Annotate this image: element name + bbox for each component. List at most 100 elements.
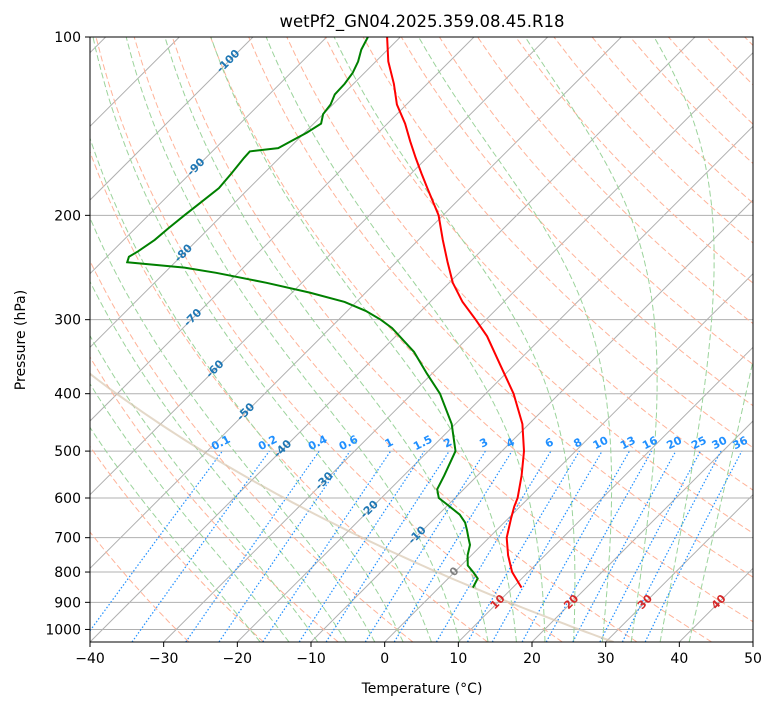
mixing-ratio-label: 30: [710, 434, 730, 453]
y-tick-label: 100: [54, 30, 81, 46]
moist-adiabat-line: [164, 37, 489, 642]
sounding-series: [125, 37, 526, 589]
mixing-ratio-line: [298, 450, 425, 642]
isotherm-line: [90, 37, 696, 642]
isotherm-label: -60: [203, 357, 226, 380]
mixing-ratio-line: [218, 450, 351, 642]
mixing-ratio-line: [262, 450, 392, 642]
mixing-ratio-line: [621, 450, 722, 642]
mixing-ratio-label: 1.5: [411, 433, 434, 453]
isotherm-line: [678, 567, 753, 642]
x-tick-label: 30: [597, 651, 615, 667]
mixing-ratio-line: [572, 450, 677, 642]
y-tick-label: 400: [54, 387, 81, 403]
y-tick-label: 1000: [45, 622, 81, 638]
isotherm-line: [163, 51, 753, 642]
lcl-curve: [90, 372, 614, 642]
y-tick-label: 200: [54, 208, 81, 224]
isotherm-label: -10: [406, 523, 429, 546]
x-axis-label: Temperature (°C): [361, 681, 483, 697]
y-tick-label: 300: [54, 313, 81, 329]
dry-adiabat-line: [90, 150, 488, 642]
isotherm-line: [236, 125, 753, 642]
mixing-ratio-label: 16: [640, 434, 660, 453]
chart-title: wetPf2_GN04.2025.359.08.45.R18: [280, 12, 565, 32]
x-tick-label: 0: [380, 651, 389, 667]
x-tick-label: −30: [149, 651, 179, 667]
isotherm-line: [384, 272, 753, 642]
dry-adiabat-line: [171, 37, 712, 642]
mixing-ratio-label: 0.1: [209, 433, 232, 453]
y-tick-label: 800: [54, 565, 81, 581]
mixing-ratio-label: 13: [618, 434, 638, 453]
mixing-ratio-line: [185, 450, 320, 642]
dry-adiabat-line: [668, 37, 753, 125]
y-axis-label: Pressure (hPa): [13, 290, 29, 390]
mixing-ratio-label: 1: [383, 435, 396, 450]
dry-adiabat-line: [553, 37, 753, 244]
isotherm-line: [605, 493, 753, 642]
dry-adiabat-line: [95, 37, 563, 642]
moist-adiabat-line: [653, 37, 715, 642]
moist-adiabat-line: [90, 216, 376, 642]
x-axis-ticks: −40 −30 −20 −10 0 10 20 30 40 50: [75, 642, 762, 667]
mixing-ratio-line: [521, 450, 631, 642]
mixing-ratio-label: 3: [477, 435, 490, 450]
mixing-ratio-label: 25: [689, 434, 709, 453]
dry-adiabat-line: [210, 37, 753, 623]
y-tick-label: 700: [54, 531, 81, 547]
y-tick-label: 500: [54, 444, 81, 460]
mixing-ratio-label: 6: [543, 435, 556, 450]
y-tick-label: 900: [54, 595, 81, 611]
isotherm-line: [531, 420, 753, 642]
moist-adiabat-line: [688, 358, 753, 642]
isotherm-line: [90, 37, 254, 201]
mixing-ratio-label: 10: [591, 434, 611, 453]
mixing-ratio-line: [599, 450, 702, 642]
moist-adiabat-line: [90, 426, 261, 642]
y-axis-ticks: 100 200 300 400 500 600 700 800 900 1000: [45, 30, 90, 638]
dry-adiabat-line: [400, 37, 753, 407]
x-tick-label: 20: [523, 651, 541, 667]
isotherm-line: [90, 37, 549, 496]
dry-adiabat-line: [248, 37, 753, 578]
mixing-ratio-line: [364, 450, 486, 642]
plot-frame: [89, 36, 754, 643]
isotherm-line: [90, 37, 401, 349]
x-tick-label: 40: [670, 651, 688, 667]
mixing-ratio-lines: [90, 450, 743, 642]
dry-adiabat-line: [515, 37, 753, 284]
dewpoint-profile-line: [125, 37, 479, 589]
mixing-ratio-label: 0.6: [337, 433, 361, 454]
dry-adiabats: [90, 37, 753, 642]
mixing-ratio-labels: 0.1 0.2 0.4 0.6 1 1.5 2 3 4 6 8 10 13 16 20 25 30 36: [209, 433, 750, 454]
moist-adiabat-line: [90, 136, 404, 642]
dry-adiabat-line: [90, 356, 339, 642]
pressure-gridlines: [90, 37, 753, 630]
moist-adiabat-line: [90, 280, 347, 642]
isotherm-line: [90, 37, 622, 570]
mixing-ratio-label: 0.4: [306, 433, 330, 454]
mixing-ratio-line: [545, 450, 653, 642]
moist-adiabat-line: [524, 37, 658, 642]
moist-adiabats: [90, 37, 753, 642]
isotherm-line: [752, 641, 753, 642]
isotherm-line: [457, 346, 753, 642]
mixing-ratio-line: [644, 450, 743, 642]
moist-adiabat-line: [210, 37, 517, 642]
isotherm-line: [310, 199, 753, 642]
x-tick-label: 50: [744, 651, 762, 667]
moist-adiabat-line: [90, 334, 319, 642]
isotherm-line: [90, 37, 475, 422]
moist-adiabat-line: [418, 37, 613, 642]
moist-adiabat-line: [90, 382, 290, 642]
mixing-ratio-label: 20: [664, 434, 684, 453]
dry-adiabat-line: [90, 259, 414, 642]
mixing-ratio-line: [393, 450, 513, 642]
mixing-ratio-label: 36: [730, 434, 750, 453]
dry-adiabat-line: [477, 37, 753, 325]
mixing-ratio-line: [325, 450, 450, 642]
x-tick-label: 10: [449, 651, 467, 667]
dry-adiabat-line: [133, 37, 638, 642]
dry-adiabat-line: [90, 445, 264, 642]
